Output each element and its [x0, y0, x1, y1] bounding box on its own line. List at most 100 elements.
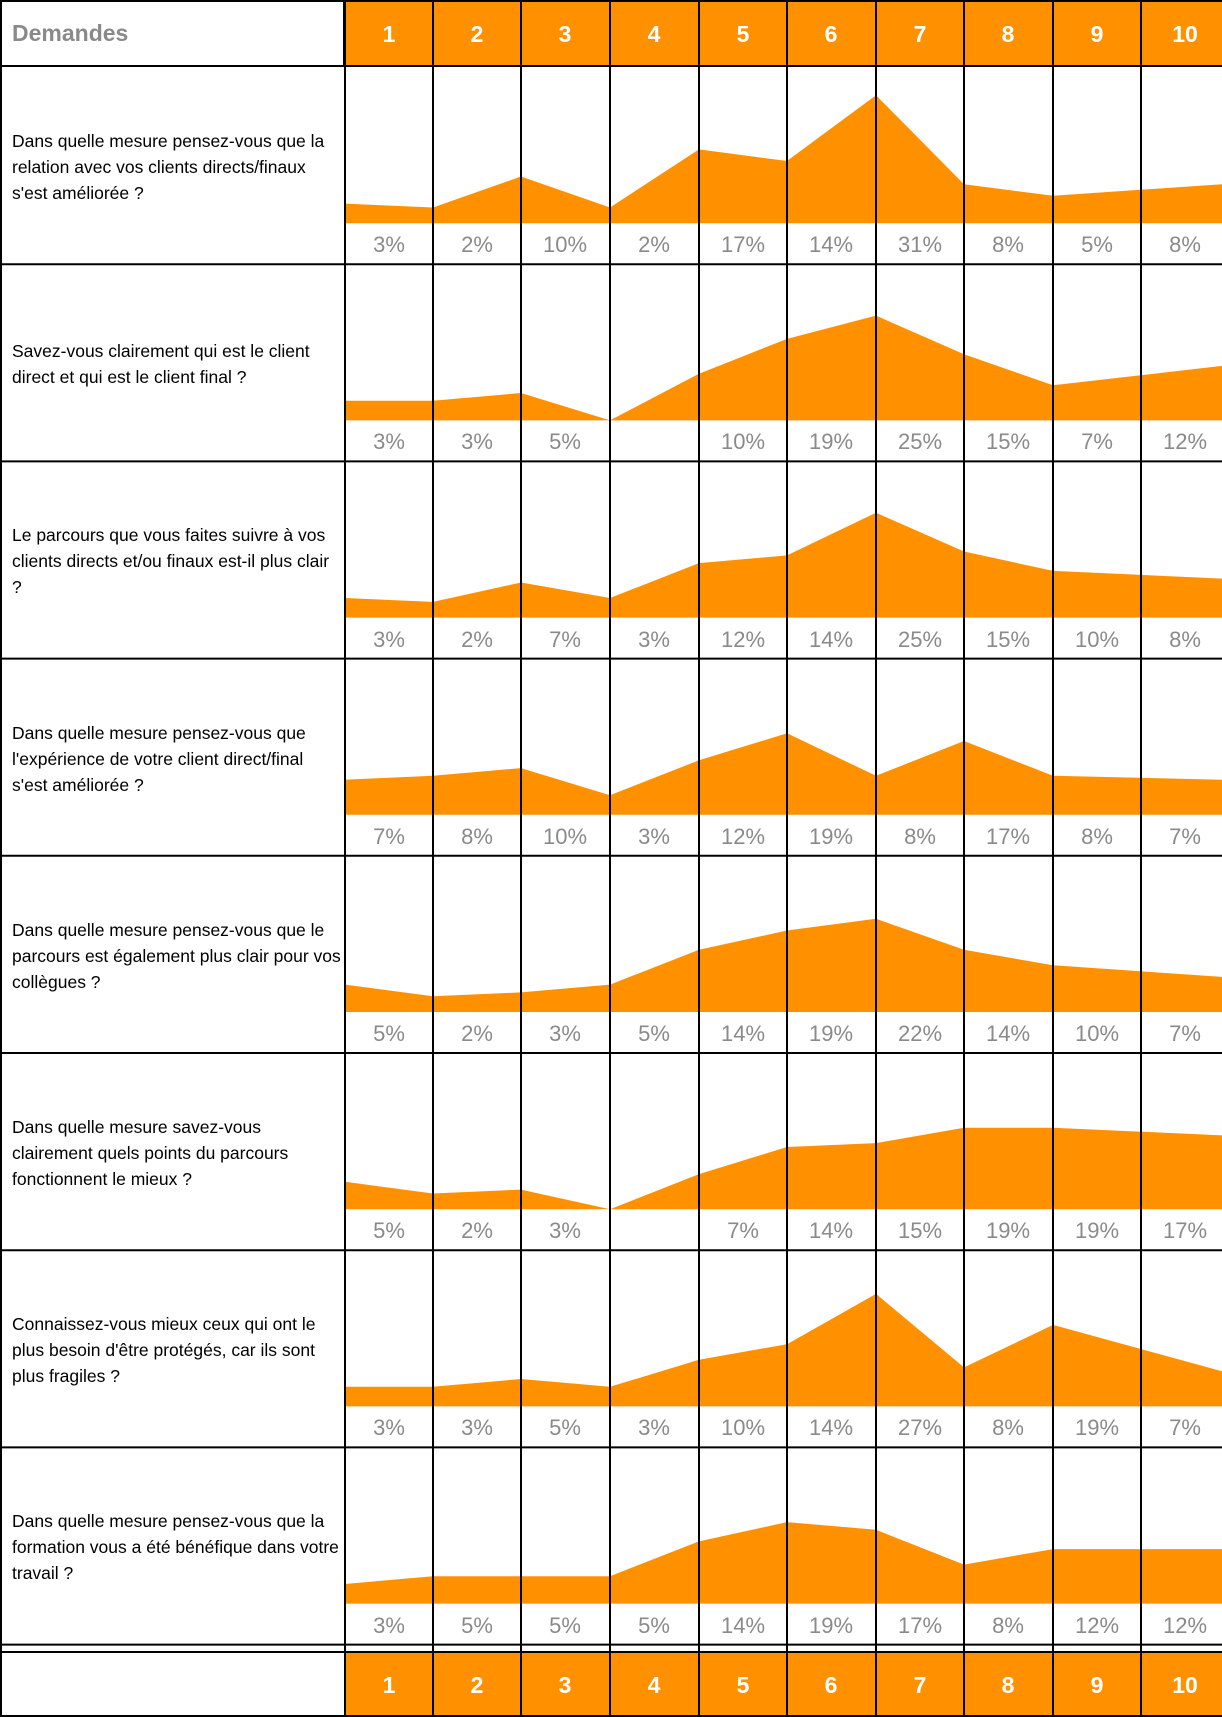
- area-series-row-6: [345, 1127, 1222, 1210]
- header-scale-3: 3: [558, 20, 572, 47]
- header-scale-6: 6: [824, 20, 838, 47]
- percent-label: 14%: [808, 1415, 854, 1441]
- question-cell: Dans quelle mesure pensez-vous que le pa…: [0, 855, 345, 1053]
- percent-label: 10%: [720, 429, 766, 455]
- percent-label: 8%: [1169, 626, 1201, 652]
- percent-label: 19%: [808, 823, 854, 849]
- percent-label: 27%: [897, 1415, 943, 1441]
- area-series-row-2: [345, 315, 1222, 421]
- header-scale-1: 1: [382, 20, 396, 47]
- percent-label: 7%: [373, 823, 405, 849]
- percent-label: 19%: [808, 1021, 854, 1046]
- percent-label: 3%: [373, 429, 405, 455]
- percent-label: 25%: [897, 429, 943, 455]
- percent-label: 3%: [373, 232, 405, 258]
- footer-scale-9: 9: [1090, 1671, 1104, 1698]
- percent-label: 17%: [720, 232, 766, 258]
- percent-label: 15%: [985, 429, 1031, 455]
- percent-label: 5%: [638, 1021, 670, 1046]
- question-cell: Connaissez-vous mieux ceux qui ont le pl…: [0, 1250, 345, 1448]
- footer-scale-1: 1: [382, 1671, 396, 1698]
- area-series-row-1: [345, 95, 1222, 224]
- percent-label: 17%: [897, 1612, 943, 1638]
- percent-label: 12%: [1162, 1612, 1208, 1638]
- footer-scale-8: 8: [1001, 1671, 1015, 1698]
- percent-label: 31%: [897, 232, 943, 258]
- percent-label: 3%: [549, 1021, 581, 1046]
- footer-scale-3: 3: [558, 1671, 572, 1698]
- percent-label: 5%: [638, 1612, 670, 1638]
- percent-label: 3%: [461, 429, 493, 455]
- question-text: Dans quelle mesure pensez-vous que la re…: [12, 131, 325, 204]
- percent-label: 17%: [1162, 1218, 1208, 1244]
- percent-label: 14%: [720, 1021, 766, 1046]
- percent-label: 15%: [897, 1218, 943, 1244]
- area-series-row-3: [345, 512, 1222, 618]
- percent-label: 3%: [461, 1415, 493, 1441]
- footer-scale-6: 6: [824, 1671, 838, 1698]
- percent-label: 7%: [727, 1218, 759, 1244]
- header-scale-2: 2: [470, 20, 484, 47]
- percent-label: 10%: [720, 1415, 766, 1441]
- percent-label: 19%: [985, 1218, 1031, 1244]
- area-series-row-4: [345, 733, 1222, 815]
- percent-label: 19%: [1074, 1415, 1120, 1441]
- percent-label: 12%: [1162, 429, 1208, 455]
- percent-label: 2%: [461, 1218, 493, 1244]
- percent-label: 8%: [904, 823, 936, 849]
- percent-label: 5%: [549, 1612, 581, 1638]
- question-cell: Le parcours que vous faites suivre à vos…: [0, 461, 345, 659]
- percent-label: 8%: [992, 1415, 1024, 1441]
- percent-label: 2%: [461, 1021, 493, 1046]
- percent-label: 22%: [897, 1021, 943, 1046]
- header-title: Demandes: [12, 20, 129, 46]
- percent-label: 15%: [985, 626, 1031, 652]
- percent-label: 2%: [461, 626, 493, 652]
- percent-label: 3%: [373, 1612, 405, 1638]
- percent-label: 5%: [1081, 232, 1113, 258]
- percent-label: 8%: [1169, 232, 1201, 258]
- percent-label: 8%: [992, 1612, 1024, 1638]
- percent-label: 3%: [373, 626, 405, 652]
- percent-label: 25%: [897, 626, 943, 652]
- percent-label: 19%: [1074, 1218, 1120, 1244]
- percent-label: 3%: [638, 626, 670, 652]
- header-scale-7: 7: [913, 20, 927, 47]
- percent-label: 2%: [638, 232, 670, 258]
- footer-scale-5: 5: [736, 1671, 750, 1698]
- percent-label: 3%: [549, 1218, 581, 1244]
- percent-label: 8%: [1081, 823, 1113, 849]
- percent-label: 5%: [373, 1218, 405, 1244]
- percent-label: 12%: [720, 823, 766, 849]
- question-cell: Dans quelle mesure pensez-vous que la re…: [0, 67, 345, 265]
- header-scale-4: 4: [647, 20, 661, 47]
- percent-label: 14%: [808, 232, 854, 258]
- percent-label: 10%: [542, 823, 588, 849]
- percent-label: 8%: [992, 232, 1024, 258]
- percent-label: 3%: [638, 1415, 670, 1441]
- percent-label: 5%: [461, 1612, 493, 1638]
- area-series-row-8: [345, 1522, 1222, 1604]
- percent-label: 2%: [461, 232, 493, 258]
- area-series-row-7: [345, 1293, 1222, 1407]
- percent-label: 14%: [808, 626, 854, 652]
- question-text: Dans quelle mesure pensez-vous que le pa…: [12, 919, 341, 992]
- header-scale-9: 9: [1090, 20, 1104, 47]
- percent-label: 7%: [1169, 1021, 1201, 1046]
- percent-label: 14%: [808, 1218, 854, 1244]
- question-text: Savez-vous clairement qui est le client …: [12, 341, 310, 388]
- percent-label: 7%: [1169, 1415, 1201, 1441]
- percent-label: 7%: [1169, 823, 1201, 849]
- percent-label: 3%: [373, 1415, 405, 1441]
- footer-scale-band: [345, 1652, 1222, 1717]
- percent-label: 7%: [1081, 429, 1113, 455]
- footer-scale-4: 4: [647, 1671, 661, 1698]
- question-cell: Dans quelle mesure pensez-vous que l'exp…: [0, 658, 345, 856]
- question-cell: Savez-vous clairement qui est le client …: [0, 264, 345, 462]
- question-cell: Dans quelle mesure savez-vous clairement…: [0, 1053, 345, 1251]
- question-text: Dans quelle mesure savez-vous clairement…: [12, 1117, 289, 1190]
- percent-label: 5%: [549, 429, 581, 455]
- percent-label: 14%: [720, 1612, 766, 1638]
- question-text: Dans quelle mesure pensez-vous que la fo…: [12, 1511, 339, 1584]
